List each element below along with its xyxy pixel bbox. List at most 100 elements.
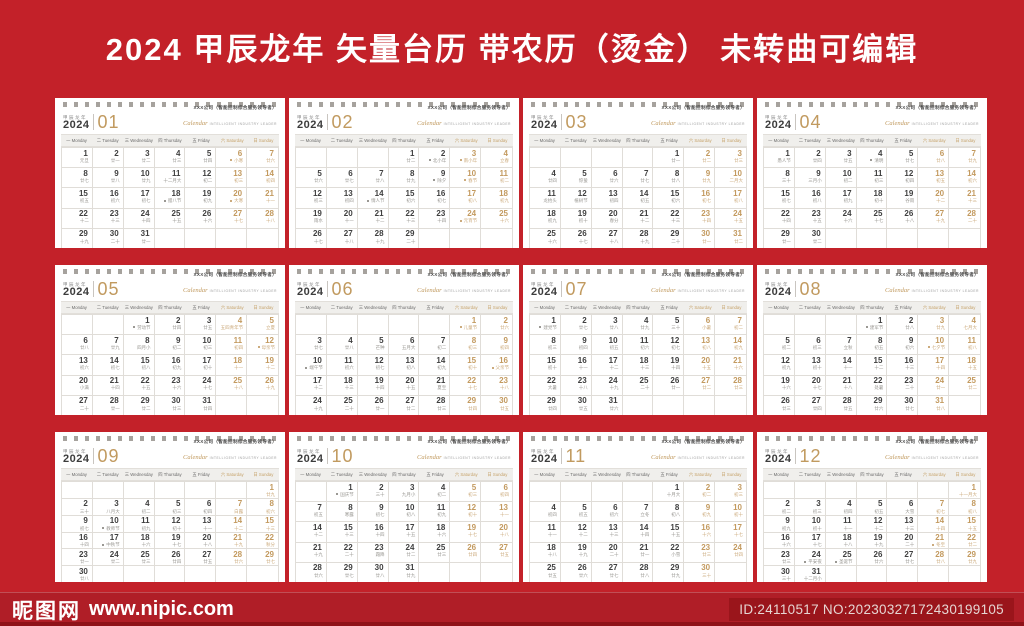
day-number: 23 bbox=[78, 549, 88, 559]
company-name: XXX公司（智能控制综合服务领导者） bbox=[427, 105, 511, 111]
lunar-label: 母亲节 bbox=[247, 345, 278, 350]
day-number: 23 bbox=[171, 376, 181, 386]
day-cell: 12 初二 bbox=[185, 168, 217, 189]
day-cell: 30 廿七 bbox=[887, 395, 919, 415]
day-number: 8 bbox=[348, 502, 353, 512]
calendar-card-01: 甲辰龙年 2024 01 XXX公司（智能控制综合服务领导者） Calendar INTE… bbox=[55, 98, 285, 248]
company-name: XXX公司（智能控制综合服务领导者） bbox=[193, 439, 277, 445]
day-number: 15 bbox=[670, 188, 680, 198]
day-number: 30 bbox=[701, 229, 711, 239]
day-cell: 4 廿八 bbox=[326, 335, 358, 356]
lunar-label: 廿八 bbox=[110, 178, 120, 184]
day-cell: 2 三十 bbox=[357, 482, 389, 503]
day-number: 13 bbox=[904, 516, 914, 526]
day-cell bbox=[216, 482, 248, 499]
lunar-label: 廿六 bbox=[578, 572, 588, 578]
weekday-header: 一 Monday bbox=[300, 304, 321, 310]
lunar-label: 初四 bbox=[609, 198, 619, 204]
weekday-header: 一 Monday bbox=[300, 471, 321, 477]
lunar-label: 初五 bbox=[313, 512, 323, 518]
company-name: XXX公司（智能控制综合服务领导者） bbox=[427, 272, 511, 278]
day-cell: 19 十七 bbox=[450, 522, 482, 543]
day-number: 10 bbox=[312, 355, 322, 365]
weekday-header: 六 Saturday bbox=[688, 137, 712, 143]
day-cell: 14 情人节 bbox=[357, 188, 389, 209]
day-cell bbox=[247, 566, 278, 582]
lunar-label: 廿八 bbox=[375, 572, 385, 578]
day-cell: 13 初三 bbox=[216, 168, 248, 189]
day-cell: 28 十九 bbox=[357, 228, 389, 248]
day-number: 8 bbox=[269, 499, 274, 509]
weekday-bar: 一 Monday 二 Tuesday 三 Wednesday 四 Thursday 五 … bbox=[763, 134, 981, 147]
tagline-script: Calendar bbox=[651, 120, 676, 127]
lunar-label: 十八 bbox=[266, 218, 275, 224]
day-number: 3 bbox=[317, 335, 322, 345]
day-cell: 24 十四 bbox=[123, 208, 155, 229]
day-number: 22 bbox=[140, 376, 150, 386]
tagline-script: Calendar bbox=[417, 287, 442, 294]
lunar-label: 初三 bbox=[468, 345, 478, 351]
festival-dot-icon bbox=[464, 179, 467, 182]
lunar-label: 十三 bbox=[609, 532, 619, 538]
day-number: 29 bbox=[546, 396, 556, 406]
weekday-header: 六 Saturday bbox=[922, 137, 946, 143]
day-number: 19 bbox=[467, 522, 477, 532]
day-cell: 8 寒露 bbox=[326, 502, 358, 523]
day-number: 19 bbox=[171, 533, 181, 542]
day-cell: 17 十二 bbox=[591, 355, 623, 376]
day-number: 11 bbox=[547, 522, 556, 532]
lunar-label: 十三 bbox=[344, 385, 354, 391]
day-cell bbox=[185, 482, 217, 499]
lunar-label: 廿五 bbox=[500, 552, 509, 558]
day-cell: 24 十五 bbox=[715, 209, 746, 229]
day-cell: 31 廿九 bbox=[388, 562, 420, 582]
lunar-label: 儿童节 bbox=[450, 325, 480, 330]
weekday-header: 日 Sunday bbox=[487, 304, 508, 310]
day-number: 27 bbox=[701, 376, 711, 386]
day-number: 6 bbox=[908, 499, 914, 509]
day-cell: 3 初三 bbox=[794, 498, 826, 516]
year-label: 2024 bbox=[765, 286, 792, 298]
lunar-label: 十三 bbox=[640, 365, 650, 371]
day-cell bbox=[560, 148, 592, 169]
day-number: 23 bbox=[109, 209, 119, 219]
lunar-label: 十一 bbox=[266, 198, 275, 204]
year-label: 2024 bbox=[297, 453, 324, 465]
day-number: 29 bbox=[670, 563, 680, 573]
weekday-header: 二 Tuesday bbox=[798, 304, 821, 310]
day-cell: 5 立夏 bbox=[247, 315, 278, 336]
day-cell: 7 立秋 bbox=[825, 335, 857, 356]
day-cell bbox=[357, 315, 389, 336]
date-grid: 1 儿童节 2 廿六 3 廿七 4 廿八 5 芒种 6 五月大 7 初二 8 初三 9 初四 10 端午节 11 初六 12… bbox=[295, 314, 513, 415]
day-cell bbox=[622, 148, 654, 169]
day-cell: 30 二十 bbox=[92, 228, 124, 248]
day-number: 2 bbox=[503, 315, 508, 325]
day-cell: 5 初二 bbox=[764, 335, 795, 356]
day-number: 22 bbox=[467, 376, 477, 386]
month-number: 10 bbox=[331, 446, 354, 466]
lunar-label: 十七 bbox=[734, 532, 743, 538]
card-header: 甲辰龙年 2024 02 XXX公司（智能控制综合服务领导者） Calendar INTE… bbox=[297, 105, 511, 131]
day-cell: 18 初九 bbox=[481, 188, 512, 209]
lunar-label: 廿三 bbox=[437, 552, 447, 558]
weekday-header: 六 Saturday bbox=[220, 304, 244, 310]
lunar-label: 教师节 bbox=[93, 526, 123, 531]
lunar-label: 廿八 bbox=[640, 572, 650, 578]
lunar-label: 圣诞节 bbox=[826, 559, 856, 564]
day-cell: 5 惊蛰 bbox=[560, 168, 592, 189]
day-cell bbox=[918, 482, 950, 499]
day-cell: 12 初四 bbox=[887, 168, 919, 189]
lunar-label: 廿一 bbox=[141, 238, 151, 244]
day-number: 17 bbox=[202, 355, 212, 365]
day-number: 6 bbox=[939, 148, 945, 158]
day-cell: 7 立冬 bbox=[622, 502, 654, 523]
day-cell: 30 廿八 bbox=[357, 562, 389, 582]
day-number: 10 bbox=[811, 516, 821, 526]
day-cell: 1 劳动节 bbox=[123, 315, 155, 336]
day-cell: 10 初八 bbox=[388, 502, 420, 523]
day-number: 13 bbox=[608, 522, 618, 532]
lunar-label: 四月小 bbox=[137, 345, 151, 351]
day-cell bbox=[326, 315, 358, 336]
day-cell: 17 十七 bbox=[794, 532, 826, 550]
lunar-label: 初五 bbox=[79, 198, 89, 204]
